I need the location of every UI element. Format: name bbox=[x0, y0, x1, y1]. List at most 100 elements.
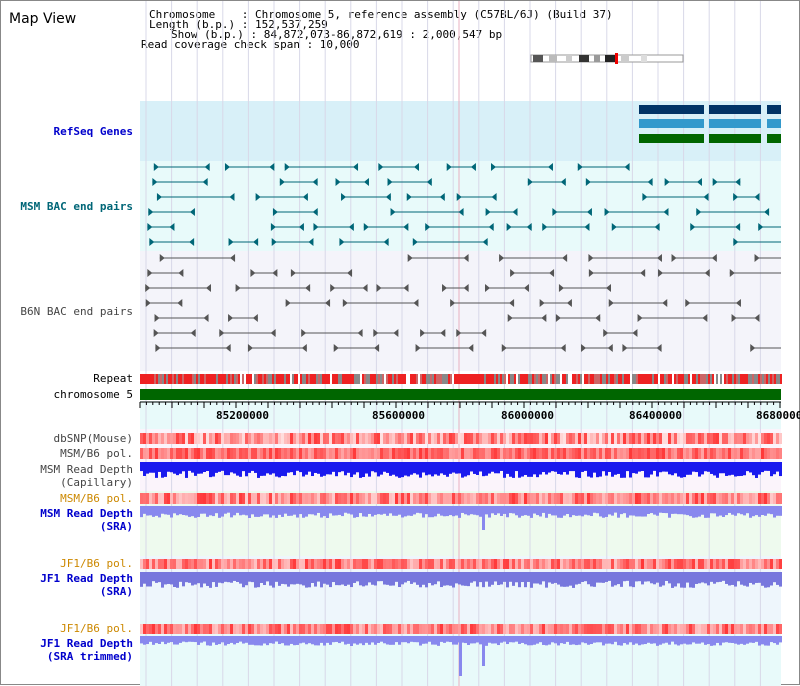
depth-bar bbox=[344, 572, 347, 586]
msm-bac-pair-end bbox=[470, 163, 476, 171]
depth-bar bbox=[713, 462, 716, 476]
poly-cell bbox=[707, 493, 710, 504]
depth-bar bbox=[476, 636, 479, 643]
poly-cell bbox=[590, 493, 593, 504]
poly-cell bbox=[191, 448, 194, 459]
repeat-cell bbox=[658, 374, 660, 384]
poly-cell bbox=[689, 559, 692, 569]
depth-bar bbox=[389, 506, 392, 514]
poly-cell bbox=[344, 448, 347, 459]
msm-bac-pair-end bbox=[547, 163, 553, 171]
depth-bar bbox=[173, 636, 176, 645]
depth-bar bbox=[230, 506, 233, 518]
poly-cell bbox=[458, 493, 461, 504]
poly-cell bbox=[632, 493, 635, 504]
depth-bar bbox=[203, 506, 206, 514]
track-label-b6n-bac[interactable]: B6N BAC end pairs bbox=[20, 305, 133, 318]
depth-bar bbox=[710, 462, 713, 474]
poly-cell bbox=[488, 624, 491, 634]
depth-spike bbox=[482, 636, 485, 666]
repeat-cell bbox=[326, 374, 328, 384]
poly-cell bbox=[593, 559, 596, 569]
poly-cell bbox=[410, 624, 413, 634]
depth-bar bbox=[287, 636, 290, 646]
poly-cell bbox=[746, 448, 749, 459]
depth-bar bbox=[674, 636, 677, 645]
poly-cell bbox=[542, 433, 545, 444]
poly-cell bbox=[431, 433, 434, 444]
msm-bac-pair-end bbox=[491, 193, 497, 201]
repeat-cell bbox=[758, 374, 760, 384]
depth-bar bbox=[206, 462, 209, 472]
depth-bar bbox=[335, 572, 338, 586]
poly-cell bbox=[584, 493, 587, 504]
refseq-gene bbox=[639, 134, 704, 143]
poly-cell bbox=[509, 559, 512, 569]
depth-bar bbox=[518, 462, 521, 478]
msm-bac-pair-end bbox=[202, 178, 208, 186]
depth-bar bbox=[380, 572, 383, 582]
msm-bac-pair-end bbox=[490, 163, 496, 171]
depth-bar bbox=[710, 506, 713, 514]
repeat-cell bbox=[256, 374, 258, 384]
repeat-cell bbox=[332, 374, 334, 384]
poly-cell bbox=[494, 493, 497, 504]
depth-bar bbox=[554, 636, 557, 644]
poly-cell bbox=[140, 448, 143, 459]
repeat-cell bbox=[660, 374, 662, 384]
poly-cell bbox=[557, 433, 560, 444]
depth-bar bbox=[392, 462, 395, 475]
poly-cell bbox=[719, 448, 722, 459]
poly-cell bbox=[362, 448, 365, 459]
depth-bar bbox=[767, 506, 770, 514]
b6n-bac-pair-end bbox=[581, 344, 587, 352]
depth-bar bbox=[182, 636, 185, 642]
poly-cell bbox=[287, 433, 290, 444]
depth-bar bbox=[533, 572, 536, 584]
poly-cell bbox=[665, 493, 668, 504]
poly-cell bbox=[479, 493, 482, 504]
poly-cell bbox=[230, 433, 233, 444]
depth-bar bbox=[557, 636, 560, 646]
poly-cell bbox=[263, 493, 266, 504]
depth-bar bbox=[689, 572, 692, 588]
poly-cell bbox=[164, 448, 167, 459]
poly-cell bbox=[608, 448, 611, 459]
poly-cell bbox=[665, 624, 668, 634]
depth-bar bbox=[434, 506, 437, 517]
repeat-cell bbox=[764, 374, 766, 384]
depth-bar bbox=[305, 636, 308, 645]
poly-cell bbox=[611, 624, 614, 634]
depth-bar bbox=[146, 636, 149, 645]
repeat-cell bbox=[290, 374, 292, 384]
depth-bar bbox=[401, 636, 404, 643]
poly-cell bbox=[194, 559, 197, 569]
poly-cell bbox=[425, 448, 428, 459]
depth-bar bbox=[218, 636, 221, 645]
poly-cell bbox=[548, 493, 551, 504]
repeat-cell bbox=[518, 374, 520, 384]
poly-cell bbox=[674, 448, 677, 459]
depth-bar bbox=[770, 462, 773, 477]
depth-bar bbox=[740, 506, 743, 515]
poly-cell bbox=[608, 433, 611, 444]
poly-cell bbox=[167, 448, 170, 459]
repeat-cell bbox=[184, 374, 186, 384]
track-label-msm-bac[interactable]: MSM BAC end pairs bbox=[20, 200, 133, 213]
poly-cell bbox=[323, 448, 326, 459]
depth-bar bbox=[659, 506, 662, 513]
repeat-cell bbox=[298, 374, 300, 384]
poly-cell bbox=[590, 624, 593, 634]
poly-cell bbox=[245, 433, 248, 444]
poly-cell bbox=[641, 433, 644, 444]
depth-bar bbox=[683, 572, 686, 588]
poly-cell bbox=[452, 624, 455, 634]
depth-bar bbox=[158, 462, 161, 472]
poly-cell bbox=[698, 433, 701, 444]
poly-cell bbox=[188, 433, 191, 444]
msm-bac-pair-end bbox=[703, 193, 709, 201]
track-label-refseq[interactable]: RefSeq Genes bbox=[53, 125, 133, 138]
poly-cell bbox=[692, 493, 695, 504]
depth-bar bbox=[182, 506, 185, 515]
